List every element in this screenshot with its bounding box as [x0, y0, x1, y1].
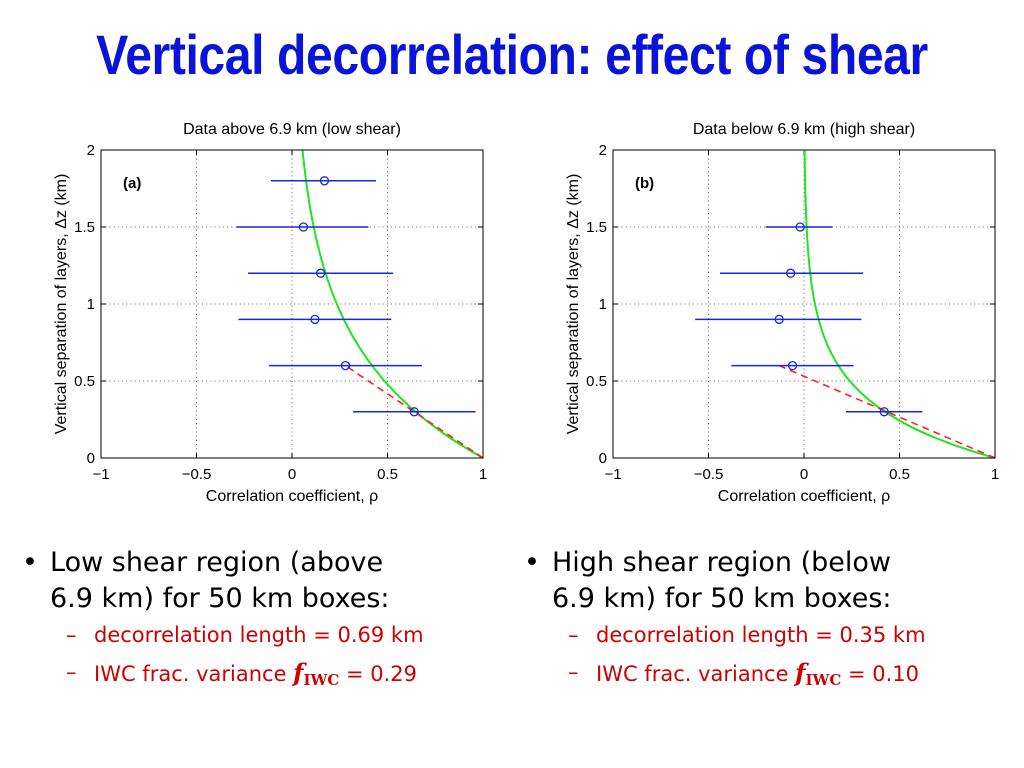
data-point: [787, 360, 798, 371]
panel-label: (b): [635, 175, 654, 192]
fit-curve: [803, 149, 996, 459]
bullet-dot: •: [524, 547, 540, 578]
sub-bullet-dash: –: [568, 660, 579, 684]
chart-panel-a: −1 −0.5 0 0.5 1 0 0.5 1 1.5 2 (a) Data above 6.9 km…: [53, 121, 487, 505]
bullet-line: Low shear region (above: [50, 547, 384, 578]
sub-bullet-dash: –: [568, 623, 579, 647]
variance-symbol: f: [795, 658, 806, 687]
data-point: [795, 222, 805, 232]
data-point: [409, 407, 419, 417]
panel-label: (a): [123, 175, 141, 192]
y-tick-label: 1.5: [586, 219, 607, 236]
chart-title: Data below 6.9 km (high shear): [693, 121, 915, 138]
data-point: [310, 314, 320, 325]
y-tick-label: 0: [87, 450, 95, 467]
y-tick-label: 0.5: [586, 373, 607, 390]
data-point: [774, 314, 784, 325]
sub-bullet-text: decorrelation length = 0.69 km: [94, 623, 424, 647]
x-tick-label: −1: [92, 466, 109, 483]
bullet-column-left: • Low shear region (above 6.9 km) for 50…: [16, 545, 516, 699]
bullet-line: 6.9 km) for 50 km boxes:: [552, 583, 892, 614]
plot-frame: [612, 149, 996, 459]
y-tick-label: 1: [599, 296, 607, 313]
sub-bullet-iwc-variance: – IWC frac. variance fIWC = 0.10: [518, 654, 1018, 699]
y-tick-label: 0.5: [74, 373, 95, 390]
data-point: [785, 268, 796, 278]
sub-bullet-decorrelation-length: – decorrelation length = 0.69 km: [16, 617, 516, 654]
chart-panel-b: −1 −0.5 0 0.5 1 0 0.5 1 1.5 2 (b) Data below 6.9 km…: [565, 121, 999, 505]
data-point: [298, 222, 309, 232]
x-tick-label: −0.5: [182, 466, 212, 483]
variance-symbol: f: [293, 658, 304, 687]
sub-bullet-value: = 0.29: [339, 662, 418, 686]
sub-bullet-dash: –: [66, 623, 77, 647]
y-tick-label: 2: [87, 142, 95, 159]
sub-bullet-iwc-variance: – IWC frac. variance fIWC = 0.29: [16, 654, 516, 699]
plot-frame: [100, 149, 484, 459]
bullet-high-shear: • High shear region (below 6.9 km) for 5…: [518, 545, 1018, 617]
variance-subscript: IWC: [303, 671, 340, 689]
data-point: [315, 268, 326, 278]
x-tick-label: 1: [479, 466, 487, 483]
dashed-line: [778, 364, 996, 459]
bullet-line: High shear region (below: [552, 547, 892, 578]
y-tick-label: 1.5: [74, 219, 95, 236]
slide-title: Vertical decorrelation: effect of shear: [96, 23, 928, 86]
y-axis-label: Vertical separation of layers, Δz (km): [53, 174, 70, 435]
variance-subscript: IWC: [805, 671, 842, 689]
bullet-dot: •: [22, 547, 38, 578]
x-tick-label: 0.5: [377, 466, 398, 483]
data-point: [340, 360, 351, 371]
data-point: [879, 407, 889, 417]
sub-bullet-text: IWC frac. variance: [596, 662, 796, 686]
fit-curve: [301, 149, 484, 459]
x-axis-label: Correlation coefficient, ρ: [718, 488, 890, 505]
x-tick-label: −0.5: [694, 466, 724, 483]
y-tick-label: 2: [599, 142, 607, 159]
sub-bullet-dash: –: [66, 660, 77, 684]
bullet-line: 6.9 km) for 50 km boxes:: [50, 583, 390, 614]
y-tick-label: 1: [87, 296, 95, 313]
x-tick-label: 0.5: [889, 466, 910, 483]
x-tick-label: −1: [604, 466, 621, 483]
sub-bullet-text: decorrelation length = 0.35 km: [596, 623, 926, 647]
x-tick-label: 0: [288, 466, 296, 483]
chart-title: Data above 6.9 km (low shear): [183, 121, 401, 138]
bullet-low-shear: • Low shear region (above 6.9 km) for 50…: [16, 545, 516, 617]
x-tick-label: 1: [991, 466, 999, 483]
sub-bullet-decorrelation-length: – decorrelation length = 0.35 km: [518, 617, 1018, 654]
x-tick-label: 0: [800, 466, 808, 483]
x-axis-label: Correlation coefficient, ρ: [206, 488, 378, 505]
y-tick-label: 0: [599, 450, 607, 467]
dashed-line: [345, 364, 484, 459]
bullet-column-right: • High shear region (below 6.9 km) for 5…: [518, 545, 1018, 699]
sub-bullet-text: IWC frac. variance: [94, 662, 294, 686]
data-point: [319, 176, 330, 186]
sub-bullet-value: = 0.10: [841, 662, 920, 686]
y-axis-label: Vertical separation of layers, Δz (km): [565, 174, 582, 435]
